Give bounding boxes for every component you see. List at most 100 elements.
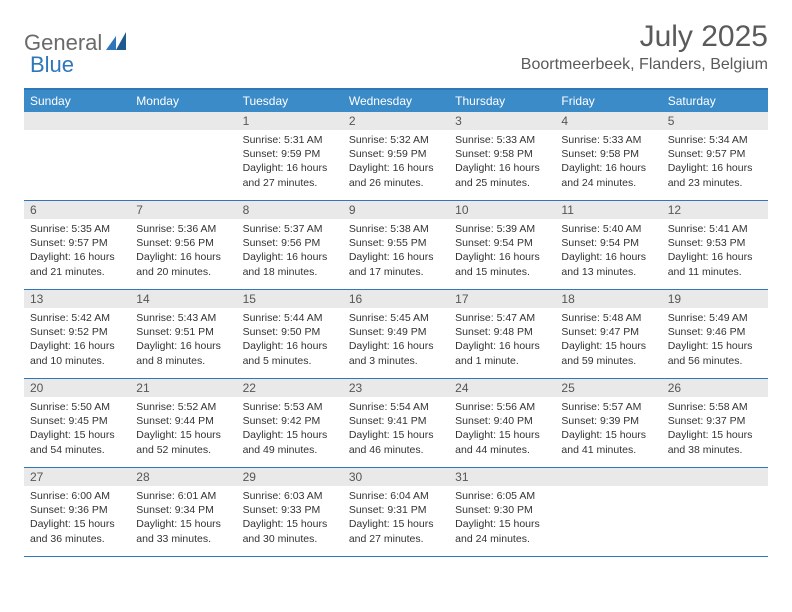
day-number [24, 112, 130, 130]
day-number: 25 [555, 379, 661, 397]
sunrise-text: Sunrise: 5:35 AM [30, 222, 124, 236]
day-number: 22 [237, 379, 343, 397]
week-row: 13Sunrise: 5:42 AMSunset: 9:52 PMDayligh… [24, 290, 768, 379]
day-content [24, 130, 130, 139]
week-row: 1Sunrise: 5:31 AMSunset: 9:59 PMDaylight… [24, 112, 768, 201]
day-content: Sunrise: 5:36 AMSunset: 9:56 PMDaylight:… [130, 219, 236, 285]
day-cell: 18Sunrise: 5:48 AMSunset: 9:47 PMDayligh… [555, 290, 661, 378]
day-number: 27 [24, 468, 130, 486]
daylight-text: Daylight: 16 hours and 17 minutes. [349, 250, 443, 278]
day-content: Sunrise: 5:35 AMSunset: 9:57 PMDaylight:… [24, 219, 130, 285]
daylight-text: Daylight: 15 hours and 56 minutes. [668, 339, 762, 367]
sunrise-text: Sunrise: 5:41 AM [668, 222, 762, 236]
daylight-text: Daylight: 16 hours and 27 minutes. [243, 161, 337, 189]
day-cell: 27Sunrise: 6:00 AMSunset: 9:36 PMDayligh… [24, 468, 130, 556]
day-cell [130, 112, 236, 200]
day-content: Sunrise: 5:45 AMSunset: 9:49 PMDaylight:… [343, 308, 449, 374]
day-cell: 25Sunrise: 5:57 AMSunset: 9:39 PMDayligh… [555, 379, 661, 467]
day-content: Sunrise: 5:57 AMSunset: 9:39 PMDaylight:… [555, 397, 661, 463]
sunrise-text: Sunrise: 5:48 AM [561, 311, 655, 325]
daylight-text: Daylight: 16 hours and 5 minutes. [243, 339, 337, 367]
daylight-text: Daylight: 16 hours and 24 minutes. [561, 161, 655, 189]
day-number: 20 [24, 379, 130, 397]
day-content: Sunrise: 5:38 AMSunset: 9:55 PMDaylight:… [343, 219, 449, 285]
sunrise-text: Sunrise: 5:52 AM [136, 400, 230, 414]
sunrise-text: Sunrise: 5:58 AM [668, 400, 762, 414]
sunrise-text: Sunrise: 5:50 AM [30, 400, 124, 414]
sunrise-text: Sunrise: 5:49 AM [668, 311, 762, 325]
sunrise-text: Sunrise: 6:01 AM [136, 489, 230, 503]
weekday-header: Monday [130, 90, 236, 112]
sunset-text: Sunset: 9:57 PM [30, 236, 124, 250]
sunset-text: Sunset: 9:54 PM [455, 236, 549, 250]
day-number: 3 [449, 112, 555, 130]
sunset-text: Sunset: 9:58 PM [561, 147, 655, 161]
day-content: Sunrise: 5:44 AMSunset: 9:50 PMDaylight:… [237, 308, 343, 374]
daylight-text: Daylight: 15 hours and 33 minutes. [136, 517, 230, 545]
sunset-text: Sunset: 9:40 PM [455, 414, 549, 428]
daylight-text: Daylight: 15 hours and 44 minutes. [455, 428, 549, 456]
day-cell: 5Sunrise: 5:34 AMSunset: 9:57 PMDaylight… [662, 112, 768, 200]
sunrise-text: Sunrise: 5:37 AM [243, 222, 337, 236]
sunset-text: Sunset: 9:31 PM [349, 503, 443, 517]
day-number: 10 [449, 201, 555, 219]
sunset-text: Sunset: 9:48 PM [455, 325, 549, 339]
day-content: Sunrise: 6:01 AMSunset: 9:34 PMDaylight:… [130, 486, 236, 552]
sunrise-text: Sunrise: 5:54 AM [349, 400, 443, 414]
sunrise-text: Sunrise: 5:36 AM [136, 222, 230, 236]
daylight-text: Daylight: 16 hours and 11 minutes. [668, 250, 762, 278]
sunrise-text: Sunrise: 6:00 AM [30, 489, 124, 503]
day-content: Sunrise: 5:52 AMSunset: 9:44 PMDaylight:… [130, 397, 236, 463]
day-number [662, 468, 768, 486]
daylight-text: Daylight: 16 hours and 13 minutes. [561, 250, 655, 278]
day-number [130, 112, 236, 130]
day-number: 17 [449, 290, 555, 308]
day-number: 19 [662, 290, 768, 308]
day-cell: 31Sunrise: 6:05 AMSunset: 9:30 PMDayligh… [449, 468, 555, 556]
day-cell: 24Sunrise: 5:56 AMSunset: 9:40 PMDayligh… [449, 379, 555, 467]
sunrise-text: Sunrise: 5:39 AM [455, 222, 549, 236]
day-content: Sunrise: 5:42 AMSunset: 9:52 PMDaylight:… [24, 308, 130, 374]
day-cell: 16Sunrise: 5:45 AMSunset: 9:49 PMDayligh… [343, 290, 449, 378]
sunrise-text: Sunrise: 5:53 AM [243, 400, 337, 414]
day-content [555, 486, 661, 495]
day-cell: 4Sunrise: 5:33 AMSunset: 9:58 PMDaylight… [555, 112, 661, 200]
sunset-text: Sunset: 9:57 PM [668, 147, 762, 161]
daylight-text: Daylight: 15 hours and 27 minutes. [349, 517, 443, 545]
day-number: 7 [130, 201, 236, 219]
logo-mark-icon [106, 32, 128, 55]
sunset-text: Sunset: 9:39 PM [561, 414, 655, 428]
day-number: 4 [555, 112, 661, 130]
day-cell [555, 468, 661, 556]
day-number: 2 [343, 112, 449, 130]
day-number: 18 [555, 290, 661, 308]
day-content: Sunrise: 5:33 AMSunset: 9:58 PMDaylight:… [555, 130, 661, 196]
day-cell: 17Sunrise: 5:47 AMSunset: 9:48 PMDayligh… [449, 290, 555, 378]
day-content: Sunrise: 5:54 AMSunset: 9:41 PMDaylight:… [343, 397, 449, 463]
day-number: 12 [662, 201, 768, 219]
day-cell: 9Sunrise: 5:38 AMSunset: 9:55 PMDaylight… [343, 201, 449, 289]
day-content: Sunrise: 5:53 AMSunset: 9:42 PMDaylight:… [237, 397, 343, 463]
day-content: Sunrise: 5:33 AMSunset: 9:58 PMDaylight:… [449, 130, 555, 196]
day-number: 6 [24, 201, 130, 219]
day-cell: 8Sunrise: 5:37 AMSunset: 9:56 PMDaylight… [237, 201, 343, 289]
day-content: Sunrise: 5:48 AMSunset: 9:47 PMDaylight:… [555, 308, 661, 374]
title-block: July 2025 Boortmeerbeek, Flanders, Belgi… [521, 20, 768, 74]
day-number: 28 [130, 468, 236, 486]
daylight-text: Daylight: 15 hours and 30 minutes. [243, 517, 337, 545]
sunrise-text: Sunrise: 5:40 AM [561, 222, 655, 236]
day-cell: 14Sunrise: 5:43 AMSunset: 9:51 PMDayligh… [130, 290, 236, 378]
day-cell: 22Sunrise: 5:53 AMSunset: 9:42 PMDayligh… [237, 379, 343, 467]
day-number: 15 [237, 290, 343, 308]
day-cell: 7Sunrise: 5:36 AMSunset: 9:56 PMDaylight… [130, 201, 236, 289]
day-content: Sunrise: 5:39 AMSunset: 9:54 PMDaylight:… [449, 219, 555, 285]
sunset-text: Sunset: 9:47 PM [561, 325, 655, 339]
weekday-header: Tuesday [237, 90, 343, 112]
day-cell: 26Sunrise: 5:58 AMSunset: 9:37 PMDayligh… [662, 379, 768, 467]
day-cell: 30Sunrise: 6:04 AMSunset: 9:31 PMDayligh… [343, 468, 449, 556]
header: General July 2025 Boortmeerbeek, Flander… [24, 20, 768, 74]
sunset-text: Sunset: 9:56 PM [243, 236, 337, 250]
month-title: July 2025 [521, 20, 768, 54]
day-number: 26 [662, 379, 768, 397]
calendar: Sunday Monday Tuesday Wednesday Thursday… [24, 88, 768, 557]
